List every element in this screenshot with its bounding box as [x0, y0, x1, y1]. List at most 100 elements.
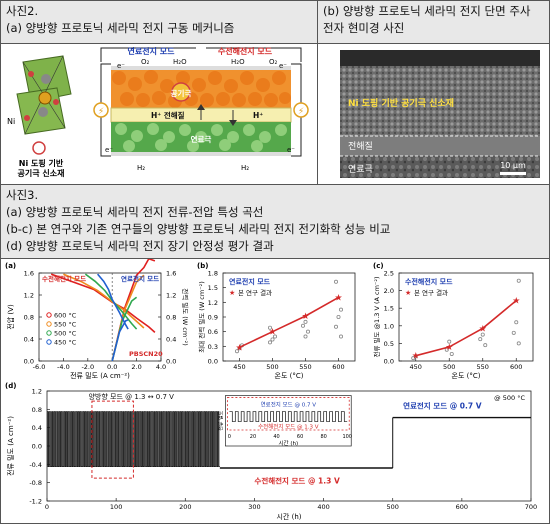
panel-b-previous-point: [234, 349, 239, 354]
panel-d-cycling-trace: [47, 411, 220, 467]
panel-a-y2-tick-label: 0.8: [166, 314, 176, 322]
right-bolt-icon: [293, 102, 309, 118]
panel-c-xlabel: 온도 (°C): [452, 372, 481, 380]
panel-c-y-tick-label: 1.5: [384, 305, 394, 313]
panel-d-y-tick-label: 0.4: [32, 424, 42, 432]
panel-d-label-cycling: 양방향 모드 @ 1.3 ↔ 0.7 V: [88, 392, 174, 401]
panel-d-inset-tick-label: 40: [273, 434, 279, 440]
ni-label: Ni: [7, 117, 15, 126]
panel-d-inset-tick-label: 0: [228, 434, 231, 440]
panel-b-previous-point: [305, 329, 310, 334]
panel-b-previous-point: [333, 279, 338, 284]
panel-d-label-electrolysis: 수전해전지 모드 @ 1.3 V: [254, 476, 340, 486]
photo3-item-d: (d) 양방향 프로토닉 세라믹 전지 장기 안정성 평가 결과: [6, 239, 274, 253]
panel-b-previous-point: [333, 324, 338, 329]
panel-a-mode-right: 연료전지 모드: [121, 274, 159, 283]
scale-label: 10 μm: [500, 161, 526, 170]
electrolyte-label: H⁺ 전해질: [151, 110, 185, 120]
sem-layer3-label: 연료극: [348, 164, 373, 175]
panel-c-ylabel: 전류 밀도 @1.3 V (A cm⁻²): [372, 277, 381, 358]
panel-d-inset-label-bottom: 수전해전지 모드 @ 1.3 V: [258, 423, 319, 431]
panel-d-inset-box: [226, 397, 350, 431]
panel-a-legend-marker-1: [46, 321, 52, 327]
panel-d-x-tick-label: 500: [387, 503, 399, 511]
hplus-label: H⁺: [253, 111, 263, 120]
photo2-row: 사진2. (a) 양방향 프로토닉 세라믹 전지 구동 메커니즘: [1, 1, 549, 184]
left-bolt-icon: [93, 102, 109, 118]
panel-b-y-tick-label: 1.2: [208, 299, 218, 307]
panel-b-x-tick-label: 550: [299, 363, 311, 371]
panel-a-iv-3: [96, 273, 129, 330]
photo2b-header: (b) 양방향 프로토닉 세라믹 전지 단면 주사 전자 현미경 사진: [318, 1, 549, 44]
panel-d-xlabel: 시간 (h): [276, 512, 301, 521]
panel-a-ylabel: 전압 (V): [6, 304, 15, 330]
mechanism-schematic: Ni Ni 도핑 기반 공기극 신소재: [7, 46, 309, 178]
panel-d-y-tick-label: -0.4: [29, 461, 42, 469]
panel-b-y-tick-label: 0.6: [208, 328, 218, 336]
panel-b-legend-marker: ★: [229, 289, 235, 297]
panel-a-x-tick-label: 0.0: [107, 363, 117, 371]
ni-dopant-icon: [32, 141, 46, 155]
panel-c-previous-point: [411, 356, 416, 361]
panel-b-y-tick-label: 1.8: [208, 270, 218, 278]
panel-a-y2-tick-label: 0.4: [166, 336, 176, 344]
photo2a-cell: 사진2. (a) 양방향 프로토닉 세라믹 전지 구동 메커니즘: [1, 1, 318, 184]
panel-a-legend-marker-3: [46, 339, 52, 345]
panel-a-x-tick-label: 4.0: [156, 363, 166, 371]
panel-d-x-tick-label: 200: [179, 503, 191, 511]
panel-d-highlight-box: [91, 400, 134, 479]
panel-c-previous-point: [511, 330, 516, 335]
panel-c-y-tick-label: 0.0: [384, 358, 394, 366]
panel-a-x-tick-label: -4.0: [57, 363, 70, 371]
photo3-item-a: (a) 양방향 프로토닉 세라믹 전지 전류-전압 특성 곡선: [6, 205, 264, 219]
panel-b-x-tick-label: 450: [233, 363, 245, 371]
panel-d-inset-tick-label: 20: [250, 434, 256, 440]
panel-c-legend: 본 연구 결과: [414, 288, 448, 297]
panel-c-previous-point: [447, 339, 452, 344]
photo3-row: 사진3. (a) 양방향 프로토닉 세라믹 전지 전류-전압 특성 곡선 (b-…: [1, 184, 549, 524]
panel-c-y-tick-label: 0.5: [384, 340, 394, 348]
panel-a-y-tick-label: 0.0: [24, 358, 34, 366]
panel-a-x-tick-label: -6.0: [33, 363, 46, 371]
photo2b-caption: (b) 양방향 프로토닉 세라믹 전지 단면 주사 전자 현미경 사진: [323, 4, 531, 35]
panel-a-label: (a): [5, 262, 16, 270]
panel-a-annotation: PBSCN20: [129, 350, 163, 358]
panel-c-legend-marker: ★: [405, 289, 411, 297]
panel-d-label-fuelcell: 연료전지 모드 @ 0.7 V: [403, 400, 482, 410]
panel-b-y-tick-label: 0.0: [208, 358, 218, 366]
h2-label-left: H₂: [137, 164, 145, 172]
panel-c-axes: [398, 272, 534, 362]
panel-d-x-tick-label: 400: [317, 503, 329, 511]
photo2-title: 사진2.: [6, 4, 39, 18]
panel-b-previous-point: [338, 307, 343, 312]
crystal-structure-icon: [16, 55, 72, 135]
photo3-item-bc: (b-c) 본 연구와 기존 연구들의 양방향 프로토닉 세라믹 전지 전기화학…: [6, 222, 391, 236]
panel-c-y-tick-label: 1.0: [384, 322, 394, 330]
panel-a-xlabel: 전류 밀도 (A cm⁻²): [70, 371, 130, 380]
sem-layer2-label: 전해질: [348, 140, 373, 152]
panel-b-ylabel: 최대 전력 밀도 (W cm⁻²): [197, 281, 206, 353]
schematic-electrolysis-label: 수전해전지 모드: [218, 46, 273, 56]
photo3-header: 사진3. (a) 양방향 프로토닉 세라믹 전지 전류-전압 특성 곡선 (b-…: [1, 185, 549, 259]
panel-c-previous-point: [449, 351, 454, 356]
panel-d-y-tick-label: 0.8: [32, 406, 42, 414]
electron-label-bottom-right: e⁻: [287, 146, 295, 154]
panel-d-inset-ylabel: 전류 밀도: [217, 410, 224, 430]
panel-b-y-tick-label: 0.9: [208, 314, 218, 322]
panel-b-this-work-point: ★: [301, 312, 309, 322]
panel-b-previous-point: [303, 334, 308, 339]
electron-label-top-right: e⁻: [279, 62, 287, 70]
panel-c-previous-point: [483, 343, 488, 348]
panel-d-y-tick-label: 0.0: [32, 443, 42, 451]
panel-b-this-work-point: ★: [334, 293, 342, 303]
panel-d-inset-trace: [229, 411, 348, 422]
o2-label: O₂: [141, 58, 150, 66]
panel-d-x-tick-label: 100: [110, 503, 122, 511]
panel-a-y2-tick-label: 1.2: [166, 292, 176, 300]
panel-a-power-3: [111, 319, 129, 362]
panel-a-y-tick-label: 0.4: [24, 336, 34, 344]
panel-b-previous-point: [267, 325, 272, 330]
panel-b-this-work-line: [239, 296, 339, 349]
panel-a-y2label: 전력 밀도 (W cm⁻²): [181, 288, 190, 346]
panel-d-x-tick-label: 600: [456, 503, 468, 511]
